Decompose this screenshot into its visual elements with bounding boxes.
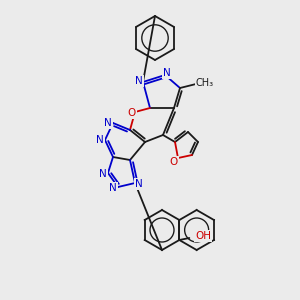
Text: N: N: [99, 169, 107, 179]
Text: N: N: [135, 76, 143, 86]
Text: N: N: [163, 68, 171, 78]
Text: N: N: [104, 118, 112, 128]
Text: O: O: [170, 157, 178, 167]
Text: OH: OH: [195, 231, 211, 241]
Text: N: N: [109, 183, 117, 193]
Text: CH₃: CH₃: [196, 78, 214, 88]
Text: O: O: [128, 108, 136, 118]
Text: N: N: [96, 135, 104, 145]
Text: N: N: [135, 179, 143, 189]
